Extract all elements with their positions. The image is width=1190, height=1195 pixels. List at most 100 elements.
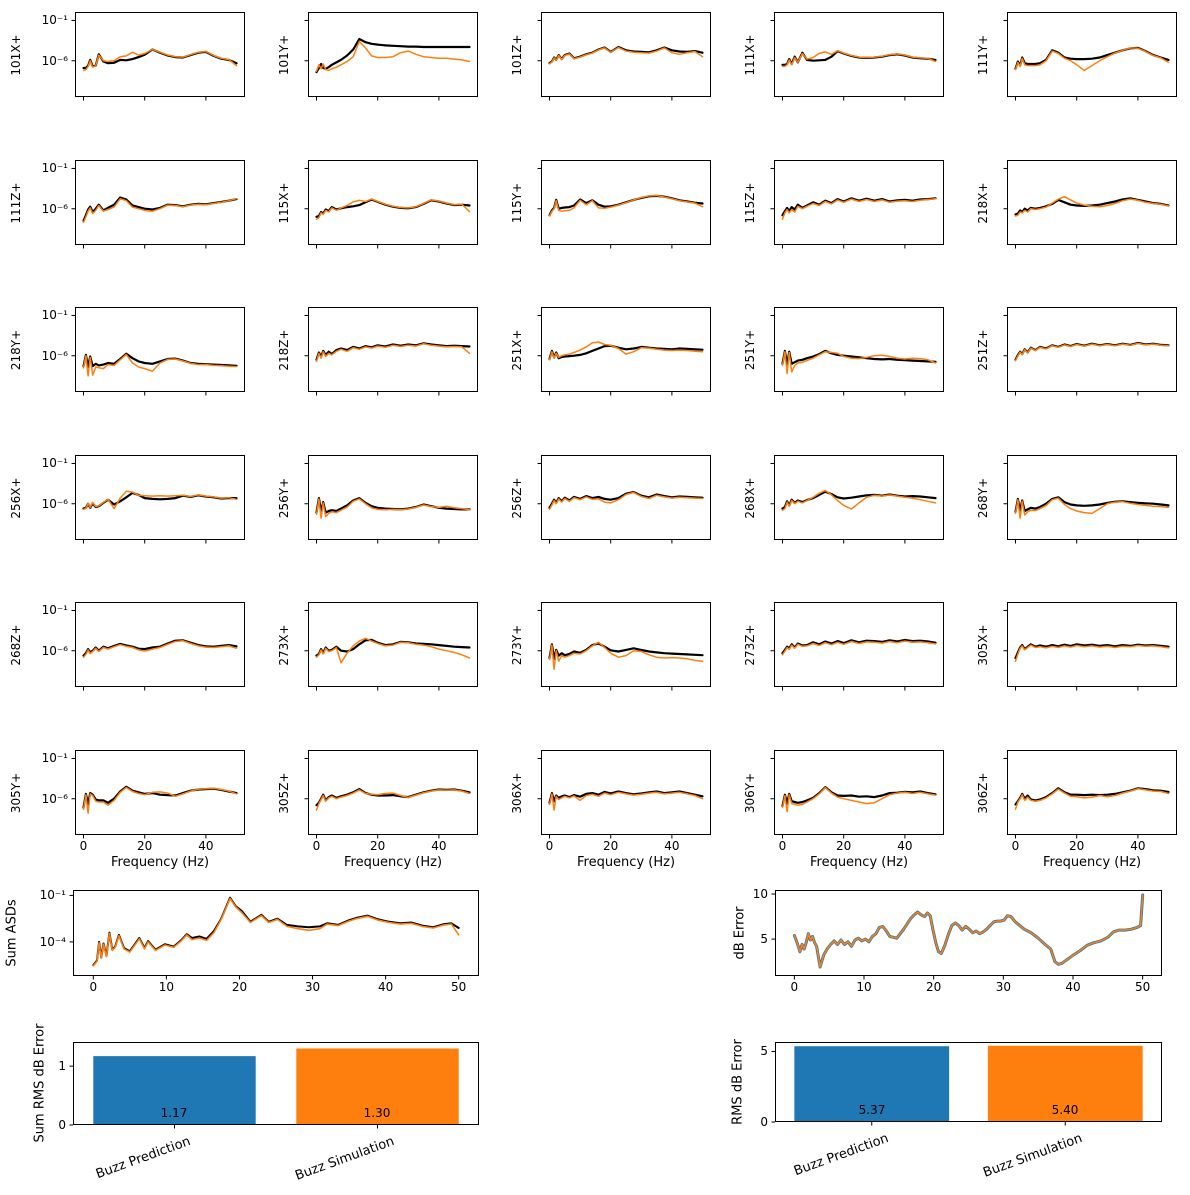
y-tick-label: 10⁻⁴ bbox=[39, 934, 66, 949]
line-orange-273X+ bbox=[315, 637, 471, 664]
line-orange-115Z+ bbox=[781, 197, 937, 220]
line-black-sum_asds bbox=[92, 896, 460, 967]
bar-sum_rms_db_error-1 bbox=[296, 1048, 459, 1125]
subplot-ylabel-101X+: 101X+ bbox=[9, 33, 23, 76]
y-tick-label: 0 bbox=[58, 1118, 66, 1132]
line-orange-305Y+ bbox=[82, 786, 238, 814]
axes-frame-db_error bbox=[775, 890, 1162, 976]
x-tick-label: 20 bbox=[137, 839, 153, 853]
axes-frame-273Y+ bbox=[541, 602, 711, 687]
y-tick-label: 10⁻⁶ bbox=[41, 201, 68, 216]
subplot-ylabel-273X+: 273X+ bbox=[277, 623, 291, 666]
line-orange-273Z+ bbox=[781, 640, 937, 656]
axes-frame-251X+ bbox=[541, 307, 711, 392]
x-tick-label: 0 bbox=[778, 839, 787, 853]
y-tick-label: 10⁻¹ bbox=[41, 161, 68, 176]
line-orange-306Y+ bbox=[781, 786, 937, 813]
bar-rms_db_error-1 bbox=[987, 1045, 1143, 1122]
x-tick-label: 20 bbox=[603, 839, 619, 853]
axes-frame-273Z+ bbox=[774, 602, 944, 687]
y-tick-label: 0 bbox=[760, 1115, 768, 1129]
sum-rms-db-error-ylabel: Sum RMS dB Error bbox=[32, 1023, 48, 1143]
subplot-ylabel-268X+: 268X+ bbox=[743, 476, 757, 519]
line-black-101Y+ bbox=[315, 37, 471, 74]
y-tick-label: 10⁻¹ bbox=[41, 603, 68, 618]
axes-frame-251Z+ bbox=[1007, 307, 1177, 392]
line-black-218Z+ bbox=[315, 342, 471, 361]
x-tick-label: 30 bbox=[995, 980, 1011, 994]
axes-frame-268Y+ bbox=[1007, 455, 1177, 540]
x-tick-label: 40 bbox=[198, 839, 214, 853]
axes-frame-111X+ bbox=[774, 12, 944, 97]
line-orange-256Z+ bbox=[548, 491, 704, 511]
axes-frame-sum_asds bbox=[73, 890, 479, 976]
x-tick-label: 0 bbox=[89, 980, 98, 994]
line-black-101Z+ bbox=[548, 45, 704, 65]
bar-value-label: 1.17 bbox=[160, 1106, 188, 1120]
axes-frame-218X+ bbox=[1007, 160, 1177, 245]
line-orange-111X+ bbox=[781, 49, 937, 68]
axes-frame-218Z+ bbox=[308, 307, 478, 392]
bar-rms_db_error-0 bbox=[794, 1046, 950, 1122]
line-orange-101Y+ bbox=[315, 40, 471, 72]
line-orange-273Y+ bbox=[548, 641, 704, 671]
line-orange-306X+ bbox=[548, 791, 704, 811]
frequency-axis-label: Frequency (Hz) bbox=[576, 855, 676, 870]
subplot-ylabel-306X+: 306X+ bbox=[510, 771, 524, 814]
subplot-ylabel-305Z+: 305Z+ bbox=[277, 771, 291, 814]
x-tick-label: 20 bbox=[370, 839, 386, 853]
frequency-axis-label: Frequency (Hz) bbox=[110, 855, 210, 870]
subplot-ylabel-268Y+: 268Y+ bbox=[976, 477, 990, 518]
line-orange-111Y+ bbox=[1014, 47, 1170, 72]
bar-sum_rms_db_error-0 bbox=[93, 1056, 256, 1125]
subplot-ylabel-256Z+: 256Z+ bbox=[510, 476, 524, 519]
axes-frame-sum_rms_db_error bbox=[73, 1042, 479, 1125]
y-tick-label: 10 bbox=[752, 887, 768, 902]
axes-frame-268X+ bbox=[774, 455, 944, 540]
subplot-ylabel-273Z+: 273Z+ bbox=[743, 623, 757, 666]
y-tick-label: 10⁻¹ bbox=[41, 13, 68, 28]
y-tick-label: 10⁻⁶ bbox=[41, 791, 68, 806]
y-tick-label: 5 bbox=[760, 932, 768, 947]
x-tick-label: 20 bbox=[1069, 839, 1085, 853]
frequency-axis-label: Frequency (Hz) bbox=[343, 855, 443, 870]
axes-frame-256Z+ bbox=[541, 455, 711, 540]
subplot-ylabel-256X+: 256X+ bbox=[9, 476, 23, 519]
subplot-ylabel-306Y+: 306Y+ bbox=[743, 772, 757, 813]
x-tick-label: 0 bbox=[790, 980, 799, 994]
line-black-273Y+ bbox=[548, 642, 704, 660]
bar-value-label: 1.30 bbox=[363, 1106, 391, 1120]
subplot-ylabel-273Y+: 273Y+ bbox=[510, 624, 524, 665]
line-black-251Y+ bbox=[781, 349, 937, 367]
y-tick-label: 10⁻⁶ bbox=[41, 348, 68, 363]
db-error-ylabel: dB Error bbox=[732, 906, 748, 960]
line-orange-115X+ bbox=[315, 198, 471, 220]
x-tick-label: 10 bbox=[856, 980, 872, 994]
line-black-268X+ bbox=[781, 490, 937, 510]
subplot-ylabel-111X+: 111X+ bbox=[743, 33, 757, 76]
rms-db-error-ylabel: RMS dB Error bbox=[730, 1039, 746, 1125]
subplot-ylabel-306Z+: 306Z+ bbox=[976, 771, 990, 814]
axes-frame-101X+ bbox=[75, 12, 245, 97]
bar-value-label: 5.37 bbox=[858, 1103, 886, 1117]
line-black-115Z+ bbox=[781, 197, 937, 217]
x-tick-label: 0 bbox=[1011, 839, 1020, 853]
axes-frame-268Z+ bbox=[75, 602, 245, 687]
x-tick-label: 40 bbox=[664, 839, 680, 853]
x-tick-label: 20 bbox=[231, 980, 248, 994]
subplot-ylabel-218X+: 218X+ bbox=[976, 181, 990, 224]
line-black-251X+ bbox=[548, 344, 704, 361]
subplot-ylabel-305X+: 305X+ bbox=[976, 623, 990, 666]
subplot-ylabel-218Z+: 218Z+ bbox=[277, 328, 291, 371]
line-blue-db_error bbox=[792, 893, 1145, 969]
line-orange-db_error bbox=[793, 894, 1144, 968]
y-tick-label: 10⁻¹ bbox=[41, 308, 68, 323]
axes-frame-111Y+ bbox=[1007, 12, 1177, 97]
line-orange-111Z+ bbox=[82, 197, 238, 224]
line-orange-268Z+ bbox=[82, 639, 238, 658]
subplot-ylabel-256Y+: 256Y+ bbox=[277, 477, 291, 518]
axes-frame-rms_db_error bbox=[775, 1042, 1162, 1122]
subplot-ylabel-111Z+: 111Z+ bbox=[9, 181, 23, 224]
line-orange-101Z+ bbox=[548, 46, 704, 65]
